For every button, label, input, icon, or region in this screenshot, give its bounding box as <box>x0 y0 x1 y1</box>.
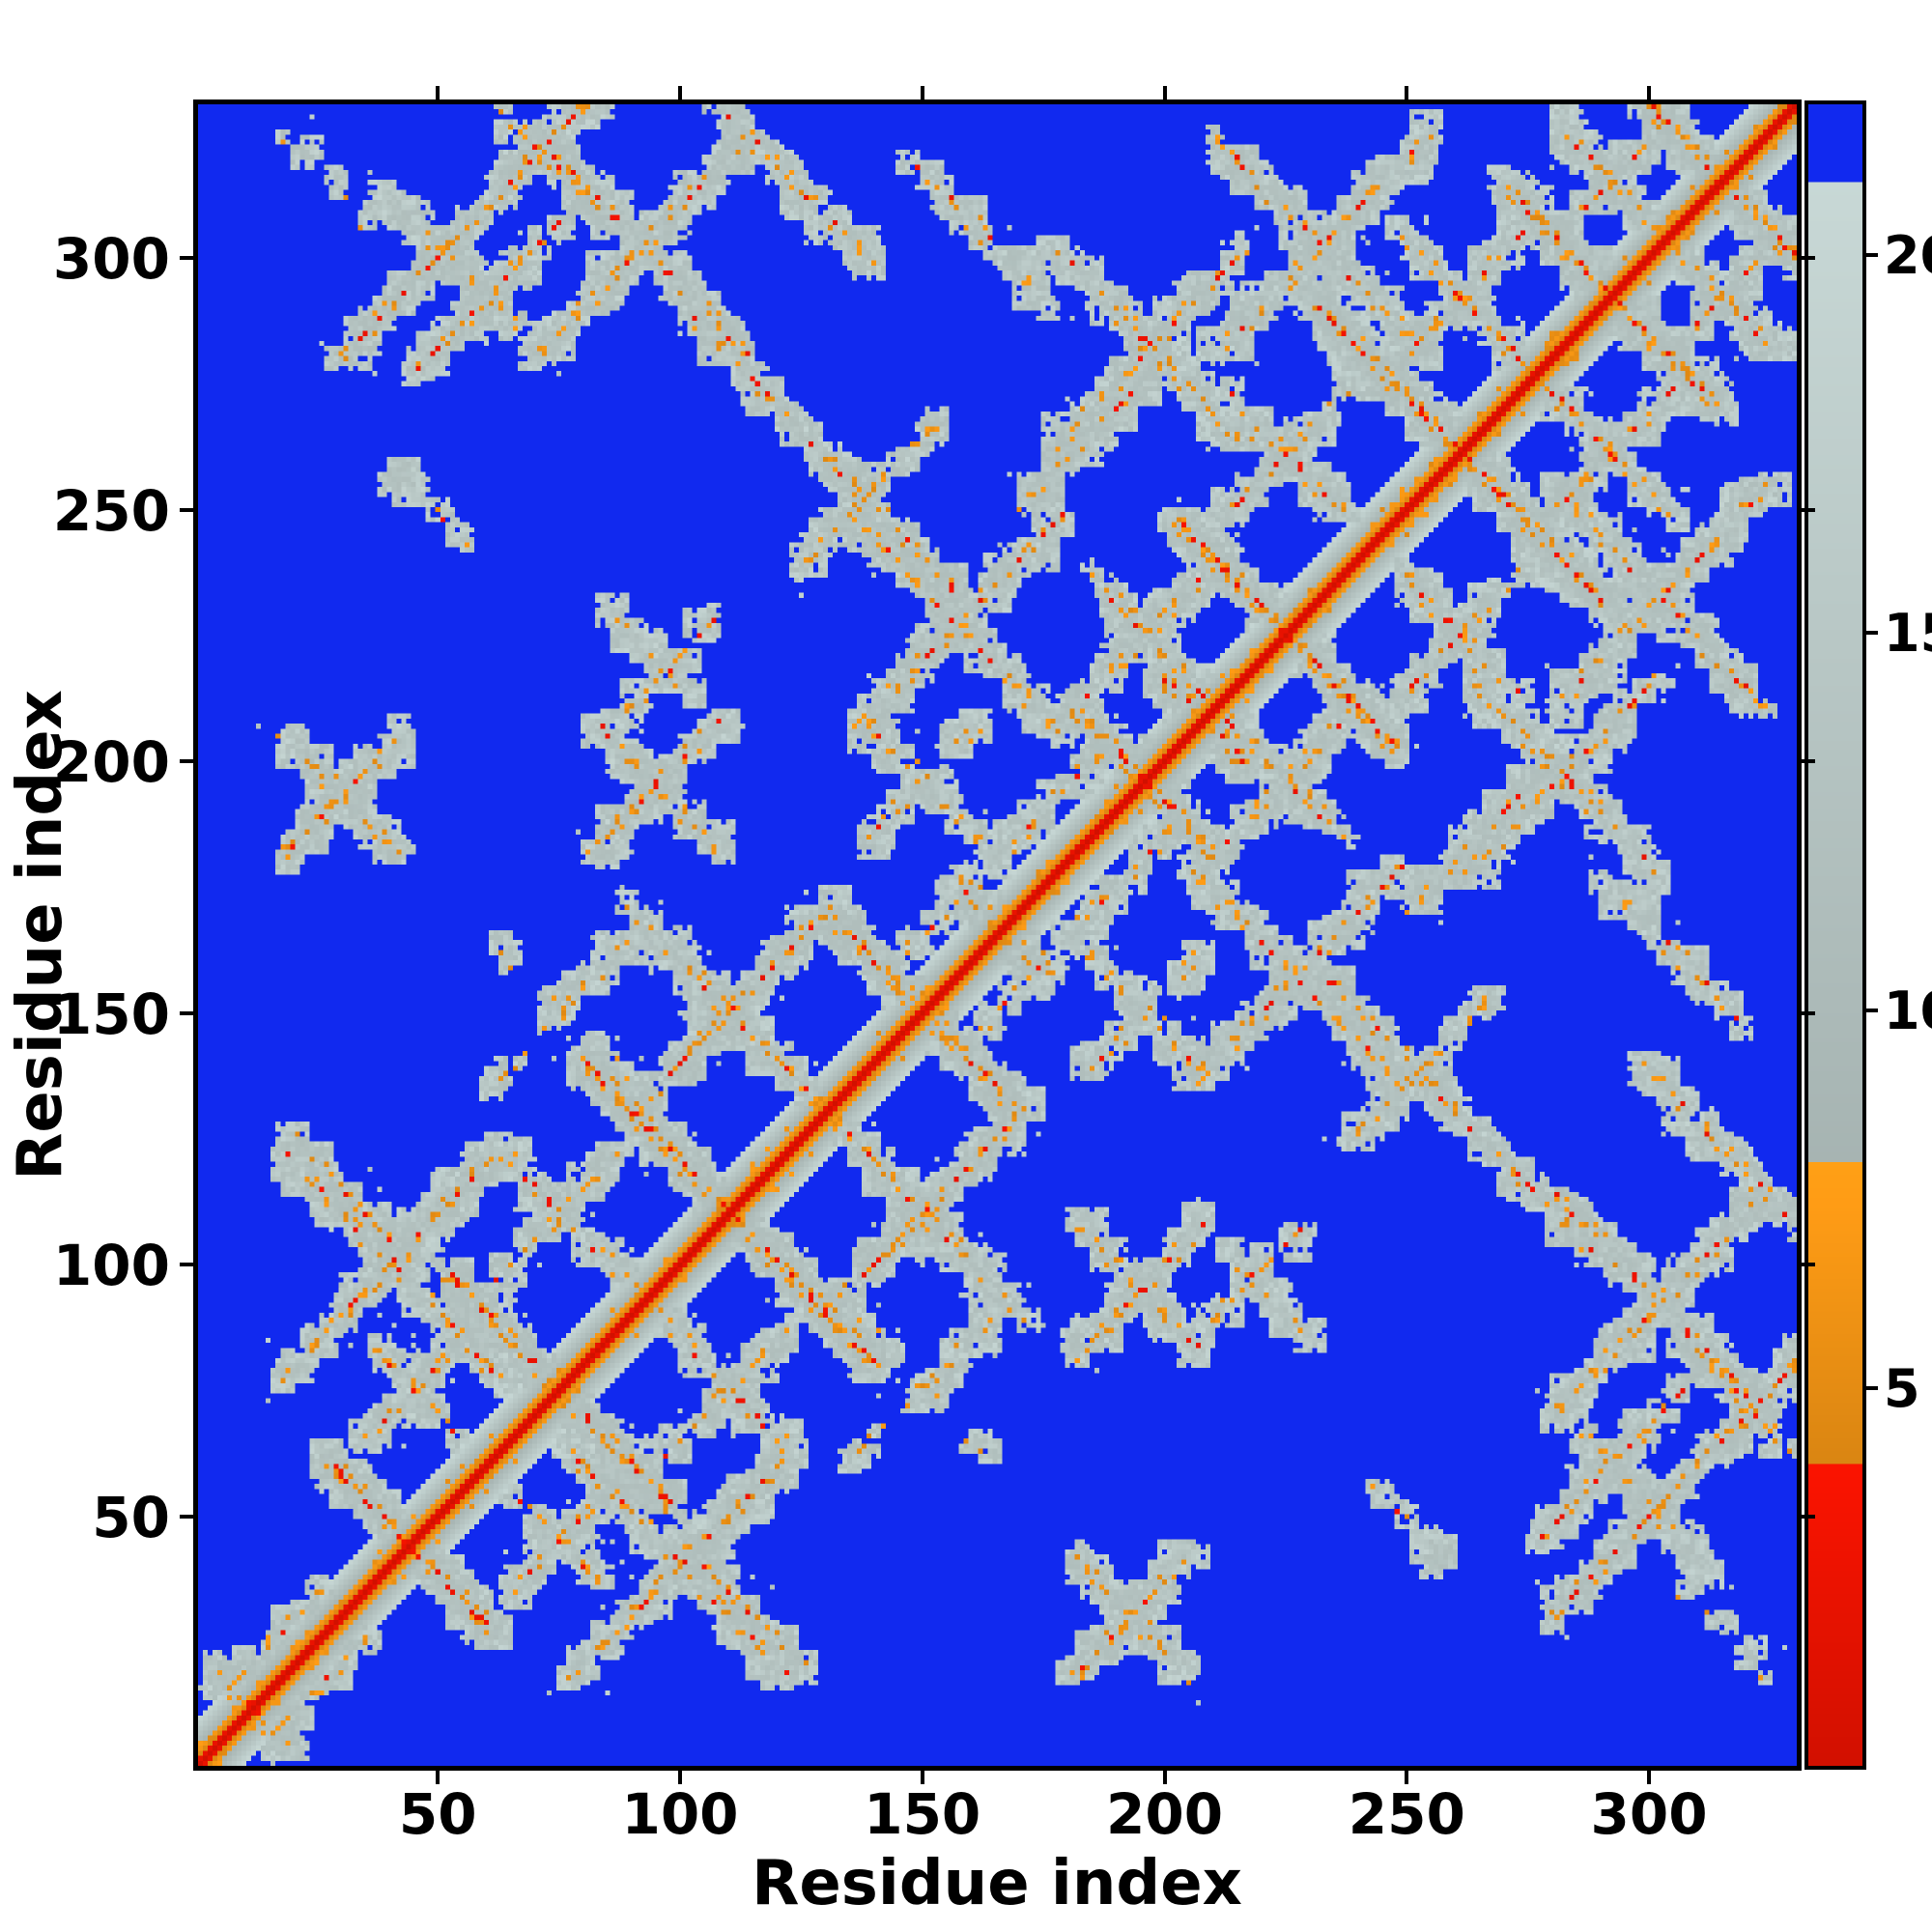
colorbar-tick-label: 10 <box>1884 980 1932 1042</box>
colorbar-tick-label: 15 <box>1884 603 1932 665</box>
y-tick-mark-right <box>1802 759 1815 764</box>
colorbar-canvas <box>1808 104 1862 1766</box>
y-tick-mark-right <box>1802 1263 1815 1267</box>
y-tick-mark <box>180 759 193 764</box>
x-tick-mark <box>1162 1771 1167 1784</box>
colorbar-tick-label: 5 <box>1884 1358 1920 1420</box>
x-tick-label: 50 <box>398 1781 477 1847</box>
y-tick-mark-right <box>1802 255 1815 260</box>
x-tick-mark <box>920 1771 924 1784</box>
x-tick-mark <box>678 1771 682 1784</box>
y-tick-label: 200 <box>52 729 170 796</box>
y-tick-mark-right <box>1802 1010 1815 1015</box>
heatmap-canvas <box>198 104 1797 1766</box>
y-tick-label: 50 <box>92 1485 170 1550</box>
y-tick-mark <box>180 255 193 260</box>
y-tick-label: 100 <box>52 1233 170 1299</box>
x-tick-label: 300 <box>1590 1781 1708 1847</box>
y-tick-mark <box>180 507 193 512</box>
y-tick-mark <box>180 1010 193 1015</box>
x-axis-label: Residue index <box>752 1848 1242 1919</box>
y-tick-label: 150 <box>52 980 170 1047</box>
y-tick-mark <box>180 1263 193 1267</box>
x-tick-label: 200 <box>1105 1781 1224 1847</box>
y-tick-mark-right <box>1802 1515 1815 1519</box>
y-tick-mark <box>180 1515 193 1519</box>
x-tick-mark <box>1647 1771 1652 1784</box>
colorbar <box>1804 100 1866 1770</box>
x-tick-label: 250 <box>1348 1781 1465 1847</box>
x-tick-mark <box>1405 1771 1409 1784</box>
heatmap-plot-area <box>193 99 1802 1771</box>
x-tick-mark <box>436 1771 440 1784</box>
y-tick-mark-right <box>1802 507 1815 512</box>
x-tick-mark-top <box>436 86 440 99</box>
x-tick-mark-top <box>920 86 924 99</box>
y-tick-label: 250 <box>52 477 170 544</box>
x-tick-mark-top <box>1162 86 1167 99</box>
colorbar-tick-label: 20 <box>1884 225 1932 287</box>
colorbar-tick-mark <box>1866 1009 1878 1013</box>
x-tick-mark-top <box>678 86 682 99</box>
x-tick-mark-top <box>1647 86 1652 99</box>
colorbar-tick-mark <box>1866 631 1878 636</box>
x-tick-mark-top <box>1405 86 1409 99</box>
colorbar-tick-mark <box>1866 1386 1878 1391</box>
x-tick-label: 150 <box>864 1781 981 1847</box>
y-tick-label: 300 <box>52 225 170 292</box>
colorbar-tick-mark <box>1866 253 1878 258</box>
x-tick-label: 100 <box>621 1781 739 1847</box>
